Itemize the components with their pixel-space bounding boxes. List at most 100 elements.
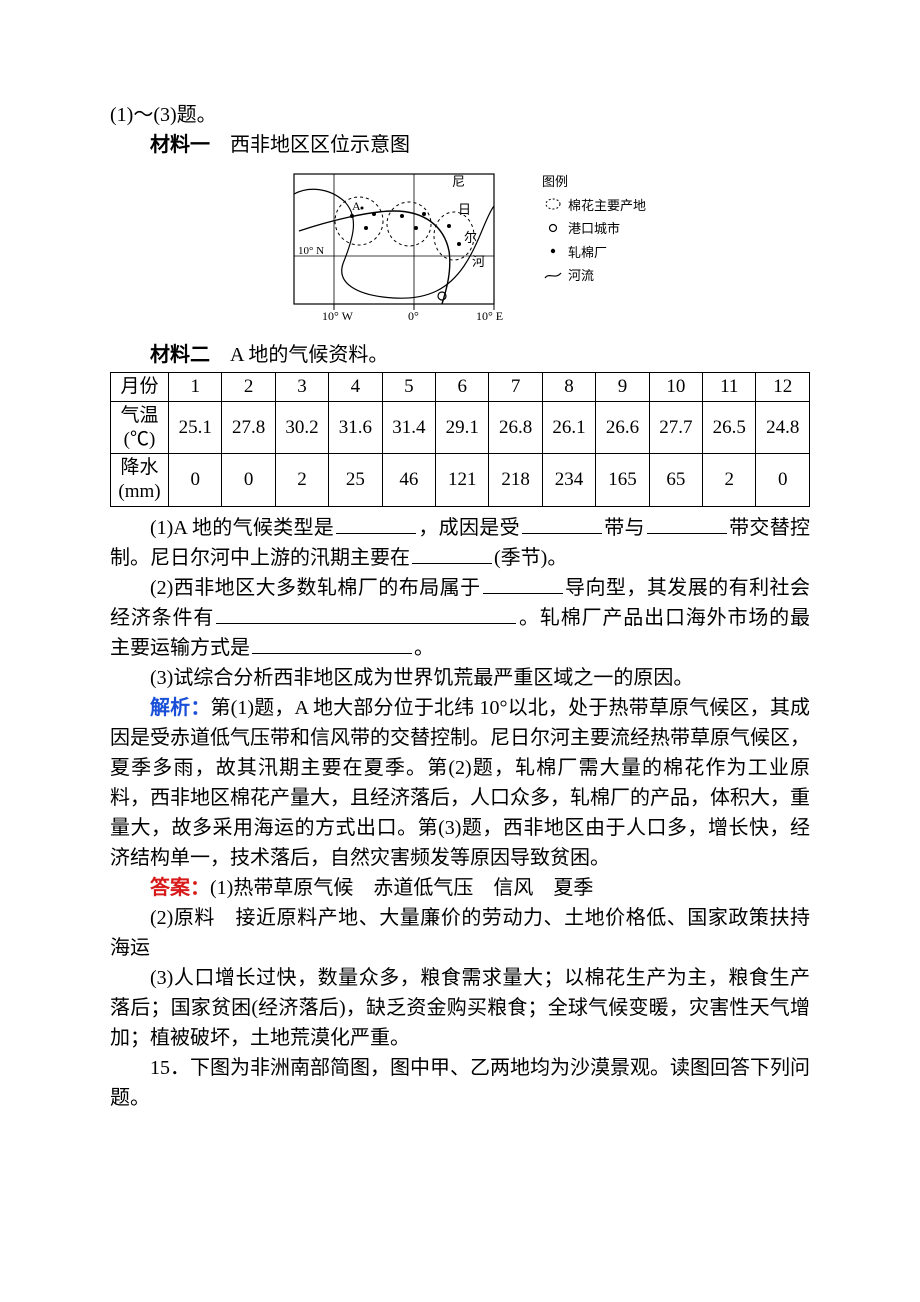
map-legend: 图例 棉花主要产地 港口城市 轧棉厂 河流 [542,172,646,290]
cell: 27.7 [649,401,702,454]
cell: 12 [756,373,810,402]
cell: 5 [382,373,435,402]
material1-line: 材料一 西非地区区位示意图 [110,130,810,160]
svg-text:尼: 尼 [452,174,465,189]
cell: 26.5 [703,401,756,454]
answer-1-text: (1)热带草原气候 赤道低气压 信风 夏季 [210,877,593,899]
legend-label: 河流 [568,266,594,286]
cell: 0 [222,454,275,507]
row-label-month: 月份 [111,373,169,402]
dot-icon [542,244,564,260]
svg-text:10° E: 10° E [476,309,503,323]
cell: 7 [489,373,542,402]
cell: 29.1 [436,401,489,454]
svg-text:河: 河 [472,254,485,269]
blank [412,544,492,564]
material2-text: A 地的气候资料。 [210,344,388,366]
row-label-temp: 气温(℃) [111,401,169,454]
cell: 2 [703,454,756,507]
cell: 65 [649,454,702,507]
analysis-block: 解析：第(1)题，A 地大部分位于北纬 10°以北，处于热带草原气候区，其成因是… [110,693,810,873]
analysis-label: 解析： [150,697,211,719]
answer-3: (3)人口增长过快，数量众多，粮食需求量大；以棉花生产为主，粮食生产落后；国家贫… [110,963,810,1053]
legend-label: 轧棉厂 [568,243,607,263]
cell: 218 [489,454,542,507]
ring-icon [542,221,564,237]
legend-label: 港口城市 [568,219,620,239]
cell: 4 [329,373,382,402]
svg-text:10° N: 10° N [298,245,324,257]
blank [483,574,563,594]
cell: 0 [756,454,810,507]
question-1: (1)A 地的气候类型是，成因是受带与带交替控制。尼日尔河中上游的汛期主要在(季… [110,513,810,573]
legend-item: 轧棉厂 [542,243,646,263]
q2-text: 。 [414,637,434,659]
question-15: 15．下图为非洲南部简图，图中甲、乙两地均为沙漠景观。读图回答下列问题。 [110,1053,810,1113]
blank [522,514,602,534]
row-label-rain: 降水(mm) [111,454,169,507]
table-row: 降水(mm) 0 0 2 25 46 121 218 234 165 65 2 … [111,454,810,507]
intro-line: (1)～(3)题。 [110,100,810,130]
answer-1: 答案：(1)热带草原气候 赤道低气压 信风 夏季 [110,873,810,903]
cell: 27.8 [222,401,275,454]
west-africa-map: A 尼 日 尔 河 10° N 10° W 0° 10° E [274,166,524,336]
cell: 31.4 [382,401,435,454]
legend-label: 棉花主要产地 [568,196,646,216]
legend-item: 港口城市 [542,219,646,239]
cell: 26.1 [542,401,595,454]
cell: 11 [703,373,756,402]
cell: 0 [169,454,222,507]
cell: 46 [382,454,435,507]
material1-label: 材料一 [150,134,210,156]
cell: 234 [542,454,595,507]
legend-title: 图例 [542,172,646,192]
cell: 2 [275,454,328,507]
blank [252,634,412,654]
cell: 9 [596,373,649,402]
cell: 3 [275,373,328,402]
cell: 165 [596,454,649,507]
cell: 30.2 [275,401,328,454]
cell: 121 [436,454,489,507]
svg-text:10° W: 10° W [322,309,354,323]
q1-text: (季节)。 [494,547,567,569]
question-3: (3)试综合分析西非地区成为世界饥荒最严重区域之一的原因。 [110,663,810,693]
material2-label: 材料二 [150,344,210,366]
answer-label: 答案： [150,877,210,899]
cell: 1 [169,373,222,402]
blank [336,514,416,534]
cell: 10 [649,373,702,402]
blank [216,604,516,624]
question-2: (2)西非地区大多数轧棉厂的布局属于导向型，其发展的有利社会经济条件有。轧棉厂产… [110,573,810,663]
cell: 25 [329,454,382,507]
material1-text: 西非地区区位示意图 [210,134,410,156]
climate-table: 月份 1 2 3 4 5 6 7 8 9 10 11 12 气温(℃) 25.1… [110,372,810,507]
cell: 31.6 [329,401,382,454]
cell: 8 [542,373,595,402]
map-figure: A 尼 日 尔 河 10° N 10° W 0° 10° E 图例 棉花主要产地… [110,166,810,336]
q2-text: (2)西非地区大多数轧棉厂的布局属于 [150,577,481,599]
cell: 24.8 [756,401,810,454]
table-row: 月份 1 2 3 4 5 6 7 8 9 10 11 12 [111,373,810,402]
svg-text:0°: 0° [408,309,419,323]
legend-item: 棉花主要产地 [542,196,646,216]
svg-text:日: 日 [458,202,471,217]
dotted-circle-icon [542,197,564,213]
blank [647,514,727,534]
cell: 26.6 [596,401,649,454]
table-row: 气温(℃) 25.1 27.8 30.2 31.6 31.4 29.1 26.8… [111,401,810,454]
map-point-a: A [352,199,361,213]
answer-2: (2)原料 接近原料产地、大量廉价的劳动力、土地价格低、国家政策扶持 海运 [110,903,810,963]
q1-text: ，成因是受 [418,517,520,539]
river-icon [542,268,564,284]
cell: 25.1 [169,401,222,454]
analysis-text: 第(1)题，A 地大部分位于北纬 10°以北，处于热带草原气候区，其成因是受赤道… [110,697,810,869]
q1-text: (1)A 地的气候类型是 [150,517,334,539]
cell: 6 [436,373,489,402]
material2-line: 材料二 A 地的气候资料。 [110,340,810,370]
svg-text:尔: 尔 [464,230,477,245]
q1-text: 带与 [604,517,645,539]
cell: 26.8 [489,401,542,454]
legend-item: 河流 [542,266,646,286]
cell: 2 [222,373,275,402]
